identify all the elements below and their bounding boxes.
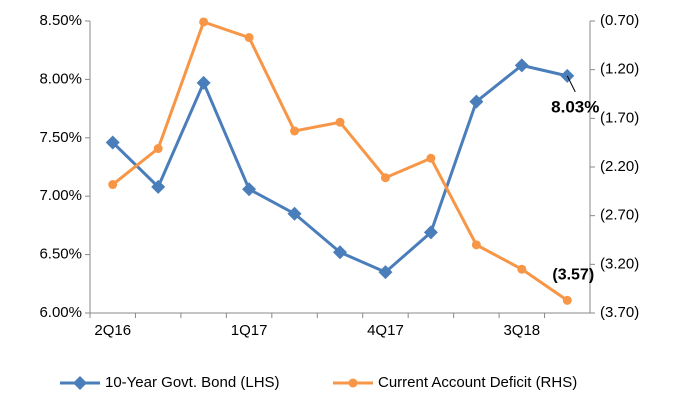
x-tick-label: 3Q18 (503, 322, 540, 339)
data-label: (3.57) (552, 267, 594, 284)
data-label: 8.03% (551, 97, 599, 116)
point (517, 264, 527, 274)
point (108, 180, 118, 190)
point (287, 206, 302, 221)
point (244, 33, 254, 43)
y-tick-label: 8.50% (39, 12, 82, 29)
point (335, 117, 345, 127)
y2-tick-label: (2.20) (600, 158, 639, 175)
y2-tick-label: (3.70) (600, 304, 639, 321)
y-tick-label: 8.00% (39, 70, 82, 87)
point (199, 17, 209, 27)
legend-label: Current Account Deficit (RHS) (378, 374, 577, 391)
point (562, 295, 572, 305)
point (423, 225, 438, 240)
y2-tick-label: (2.70) (600, 207, 639, 224)
y2-tick-label: (3.20) (600, 255, 639, 272)
y-tick-label: 7.00% (39, 187, 82, 204)
point (378, 265, 393, 280)
point (290, 126, 300, 136)
y2-tick-label: (1.70) (600, 109, 639, 126)
x-tick-label: 4Q17 (367, 322, 404, 339)
point (105, 135, 120, 150)
leader (566, 75, 576, 93)
series-line (111, 63, 568, 274)
point (426, 153, 436, 163)
point (242, 182, 257, 197)
point (151, 179, 166, 194)
point (380, 173, 390, 183)
point (196, 75, 211, 90)
point (469, 94, 484, 109)
legend-marker (348, 378, 358, 388)
x-tick-label: 1Q17 (231, 322, 268, 339)
point (471, 240, 481, 250)
y2-tick-label: (1.20) (600, 61, 639, 78)
legend-marker (73, 376, 87, 390)
y-tick-label: 6.00% (39, 304, 82, 321)
point (514, 58, 529, 73)
y-tick-label: 6.50% (39, 246, 82, 263)
y-tick-label: 7.50% (39, 129, 82, 146)
legend-label: 10-Year Govt. Bond (LHS) (105, 374, 280, 391)
y2-tick-label: (0.70) (600, 12, 639, 29)
point (153, 144, 163, 154)
x-tick-label: 2Q16 (94, 322, 131, 339)
point (333, 245, 347, 260)
